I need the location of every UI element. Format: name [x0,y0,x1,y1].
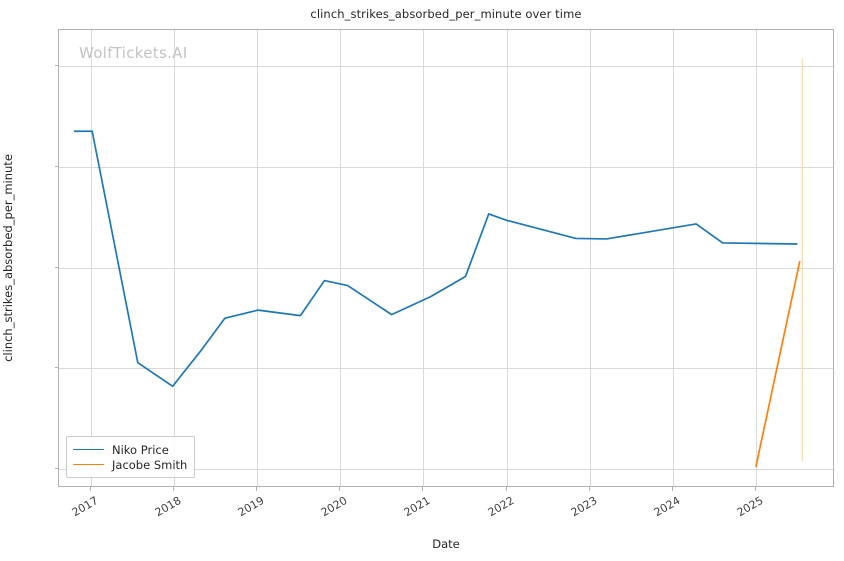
gridline-vertical [423,30,425,486]
x-axis-tick-mark [172,487,174,491]
gridline-vertical [340,30,342,486]
y-axis-label: clinch_strikes_absorbed_per_minute [0,29,16,487]
x-axis-label: Date [432,537,460,551]
gridline-horizontal [59,166,833,168]
legend-item-label: Niko Price [112,442,169,457]
x-axis-tick-mark [755,487,756,491]
x-axis-tick-mark [256,487,257,491]
chart-legend[interactable]: Niko Price Jacobe Smith [66,436,196,478]
legend-item-label: Jacobe Smith [112,457,188,472]
x-axis-tick-label: 2018 [152,494,184,520]
gridline-vertical [672,30,674,486]
gridline-vertical [589,30,591,486]
y-axis-tick-mark [54,367,58,369]
gridline-horizontal [59,368,833,370]
x-axis-tick-mark [422,487,424,491]
x-axis-tick-mark [89,487,91,491]
gridline-vertical [756,30,757,486]
y-axis-tick-mark [54,467,58,469]
x-axis-tick-label: 2025 [734,494,766,520]
gridline-vertical [257,30,258,486]
y-axis-tick-mark [54,65,58,67]
gridline-horizontal [59,468,833,470]
legend-color-swatch [73,449,104,450]
legend-color-swatch [73,464,104,465]
series-line [755,260,801,468]
y-axis-label-text: clinch_strikes_absorbed_per_minute [1,154,16,362]
x-axis-tick-mark [588,487,590,491]
x-axis-tick-label: 2021 [402,494,433,520]
x-axis-tick-mark [339,487,341,491]
series-line [73,130,798,388]
gridline-horizontal [59,66,833,68]
x-axis-tick-label: 2019 [235,494,267,520]
x-axis-tick-label: 2023 [568,494,600,520]
y-axis-tick-mark [54,165,58,167]
gridline-vertical [506,30,508,486]
gridline-vertical [90,30,92,486]
gridline-horizontal [59,267,833,269]
x-axis-tick-label: 2020 [318,494,350,520]
x-axis-tick-label: 2024 [651,494,683,520]
x-axis-tick-mark [671,487,673,491]
chart-title: clinch_strikes_absorbed_per_minute over … [310,7,582,21]
x-axis-tick-mark [505,487,507,491]
gridline-vertical [173,30,175,486]
x-axis-tick-label: 2017 [69,494,101,520]
data-series-layer [73,58,803,468]
legend-item[interactable]: Niko Price [73,442,187,457]
x-axis-tick-label: 2022 [485,494,516,520]
y-axis-tick-mark [54,266,58,268]
legend-item[interactable]: Jacobe Smith [73,457,187,472]
plot-area: WolfTickets.AI Niko Price Jacobe Smith [58,29,834,487]
